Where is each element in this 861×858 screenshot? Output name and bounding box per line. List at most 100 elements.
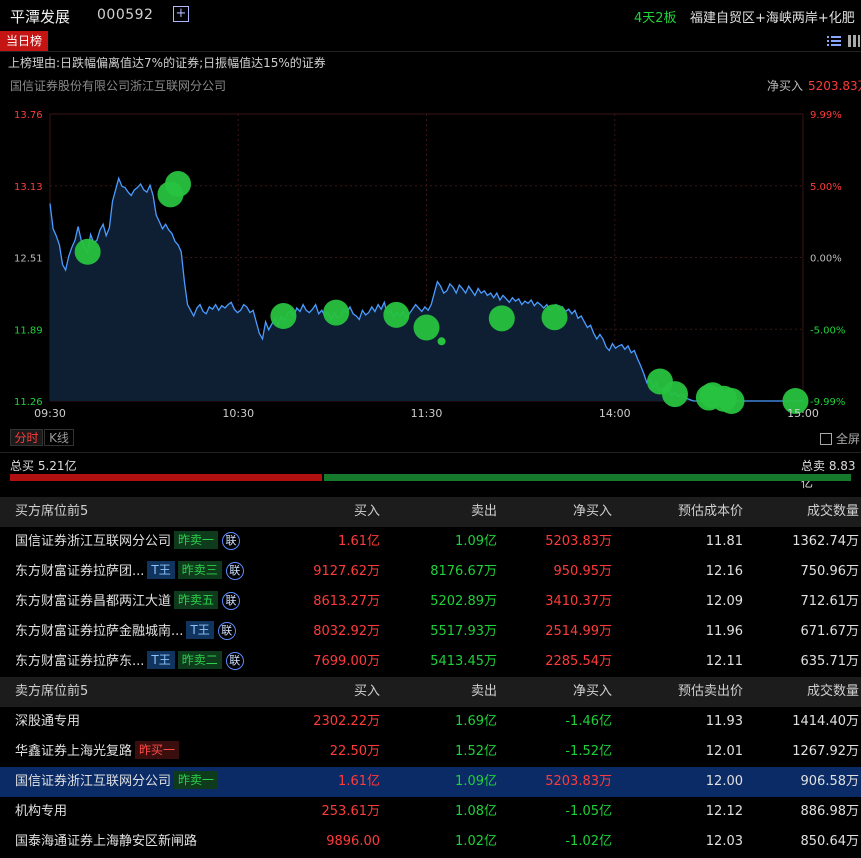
fullscreen-button[interactable]: 全屏 xyxy=(820,430,860,447)
y-tick-left: 11.26 xyxy=(14,397,43,408)
table-row[interactable]: 国信证券浙江互联网分公司 昨卖一联 1.61亿 1.09亿 5203.83万 11.81 1… xyxy=(0,527,861,557)
sell-amount: 1.09亿 xyxy=(455,534,497,549)
price-value: 11.93 xyxy=(705,714,743,729)
table-row[interactable]: 机构专用 253.61万 1.08亿 -1.05亿 12.12 886.98万 xyxy=(0,797,861,827)
buy-amount: 9127.62万 xyxy=(313,564,380,579)
sell-amount: 5202.89万 xyxy=(430,594,497,609)
sell-amount: 1.69亿 xyxy=(455,714,497,729)
net-amount: -1.05亿 xyxy=(565,804,612,819)
header-price: 预估卖出价 xyxy=(677,684,743,699)
trade-marker xyxy=(541,304,568,331)
header-volume: 成交数量 xyxy=(806,504,859,519)
table-row[interactable]: 东方财富证券昌都两江大道 昨卖五联 8613.27万 5202.89万 3410.37万… xyxy=(0,587,861,617)
total-sell-label: 总卖 xyxy=(801,459,826,473)
tab-today-list[interactable]: 当日榜 xyxy=(0,31,49,51)
net-amount: 5203.83万 xyxy=(545,774,612,789)
table-row[interactable]: 东方财富证券拉萨团... T王 昨卖三联 9127.62万 8176.67万 950.95… xyxy=(0,557,861,587)
table-row[interactable]: 东方财富证券拉萨金融城南... T王联 8032.92万 5517.93万 2514.9… xyxy=(0,617,861,647)
seat-name: 国信证券浙江互联网分公司 昨卖一联 xyxy=(15,527,241,557)
volume-value: 1267.92万 xyxy=(792,744,859,759)
table-row[interactable]: 国信证券浙江互联网分公司 昨卖一 1.61亿 1.09亿 5203.83万 12.00 90… xyxy=(0,767,861,797)
header-net: 净买入 xyxy=(572,504,612,519)
totals-bar: 总买 5.21亿 总卖 8.83亿 xyxy=(0,452,861,490)
seat-tag: T王 xyxy=(186,621,214,639)
price-area xyxy=(50,178,803,401)
seat-tag: 昨卖一 xyxy=(174,531,219,549)
price-value: 12.12 xyxy=(705,804,743,819)
buy-amount: 8032.92万 xyxy=(313,624,380,639)
sell-amount: 5413.45万 xyxy=(430,654,497,669)
trade-marker xyxy=(74,238,101,265)
buy-amount: 1.61亿 xyxy=(338,534,380,549)
seat-tag: 昨卖五 xyxy=(174,591,219,609)
x-tick: 10:30 xyxy=(222,407,254,420)
y-tick-right: -5.00% xyxy=(810,325,845,336)
y-tick-left: 12.51 xyxy=(14,254,43,265)
table-row[interactable]: 东方财富证券拉萨东... T王 昨卖二联 7699.00万 5413.45万 2285.5… xyxy=(0,647,861,677)
header-seat: 卖方席位前5 xyxy=(15,684,89,699)
list-icon[interactable] xyxy=(827,34,841,48)
net-amount: 950.95万 xyxy=(553,564,613,579)
linked-seat-icon[interactable]: 联 xyxy=(222,592,241,610)
sell-amount: 5517.93万 xyxy=(430,624,497,639)
linked-seat-icon[interactable]: 联 xyxy=(225,562,244,580)
y-tick-right: 0.00% xyxy=(810,254,842,265)
trade-marker xyxy=(782,388,809,414)
seat-tag: 昨买一 xyxy=(135,741,180,759)
table-row[interactable]: 华鑫证券上海光复路 昨买一 22.50万 1.52亿 -1.52亿 12.01 1267.9… xyxy=(0,737,861,767)
net-buy-label: 净买入 xyxy=(767,79,804,93)
volume-value: 712.61万 xyxy=(800,594,860,609)
x-tick: 11:30 xyxy=(411,407,443,420)
seat-name: 东方财富证券拉萨东... T王 昨卖二联 xyxy=(15,647,244,677)
buy-amount: 8613.27万 xyxy=(313,594,380,609)
trade-marker xyxy=(323,299,350,326)
stock-code: 000592 xyxy=(97,7,154,23)
limit-up-badge: 4天2板 xyxy=(634,11,677,26)
seat-name-text: 国信证券浙江互联网分公司 xyxy=(15,534,172,549)
table-row[interactable]: 国泰海通证券上海静安区新闸路 9896.00 1.02亿 -1.02亿 12.03 850… xyxy=(0,827,861,857)
tab-intraday[interactable]: 分时 xyxy=(10,429,43,446)
volume-value: 886.98万 xyxy=(800,804,860,819)
columns-icon[interactable] xyxy=(848,34,860,48)
buy-amount: 2302.22万 xyxy=(313,714,380,729)
seat-name-text: 东方财富证券拉萨东... xyxy=(15,654,145,669)
seat-tag: T王 xyxy=(147,561,175,579)
concept-tags[interactable]: 福建自贸区+海峡两岸+化肥 xyxy=(690,11,855,26)
seat-name-text: 东方财富证券拉萨金融城南... xyxy=(15,624,184,639)
table-row[interactable]: 深股通专用 2302.22万 1.69亿 -1.46亿 11.93 1414.40万 xyxy=(0,707,861,737)
volume-value: 750.96万 xyxy=(800,564,860,579)
y-tick-left: 13.76 xyxy=(14,110,43,121)
table-header: 卖方席位前5 买入 卖出 净买入 预估卖出价 成交数量 xyxy=(0,677,861,707)
stock-name[interactable]: 平潭发展 xyxy=(10,8,71,26)
trade-marker xyxy=(383,301,410,328)
header-price: 预估成本价 xyxy=(677,504,743,519)
sell-amount: 1.09亿 xyxy=(455,774,497,789)
x-tick: 14:00 xyxy=(599,407,631,420)
linked-seat-icon[interactable]: 联 xyxy=(222,532,241,550)
buy-ratio-bar xyxy=(10,474,322,481)
intraday-chart[interactable]: 13.76 13.13 12.51 11.89 11.26 9.99% 5.00% 0.00… xyxy=(0,100,861,425)
trade-marker xyxy=(661,381,688,408)
header-buy: 买入 xyxy=(353,504,380,519)
buy-amount: 7699.00万 xyxy=(313,654,380,669)
trade-marker xyxy=(413,314,440,341)
selected-broker-name: 国信证券股份有限公司浙江互联网分公司 xyxy=(10,79,227,93)
header-seat: 买方席位前5 xyxy=(15,504,89,519)
volume-value: 850.64万 xyxy=(800,834,860,849)
trade-marker xyxy=(165,171,192,198)
net-amount: 3410.37万 xyxy=(545,594,612,609)
y-axis-right: 9.99% 5.00% 0.00% -5.00% -9.99% xyxy=(810,110,845,408)
tab-kline[interactable]: K线 xyxy=(44,429,74,446)
linked-seat-icon[interactable]: 联 xyxy=(225,652,244,670)
y-tick-right: 9.99% xyxy=(810,110,842,121)
header-volume: 成交数量 xyxy=(806,684,859,699)
add-watchlist-button[interactable]: + xyxy=(173,6,189,22)
sell-amount: 8176.67万 xyxy=(430,564,497,579)
linked-seat-icon[interactable]: 联 xyxy=(217,622,236,640)
buy-amount: 1.61亿 xyxy=(338,774,380,789)
price-value: 12.09 xyxy=(705,594,743,609)
net-amount: -1.02亿 xyxy=(565,834,612,849)
seat-name-text: 国泰海通证券上海静安区新闸路 xyxy=(15,834,198,849)
volume-value: 1414.40万 xyxy=(792,714,859,729)
net-amount: 5203.83万 xyxy=(545,534,612,549)
